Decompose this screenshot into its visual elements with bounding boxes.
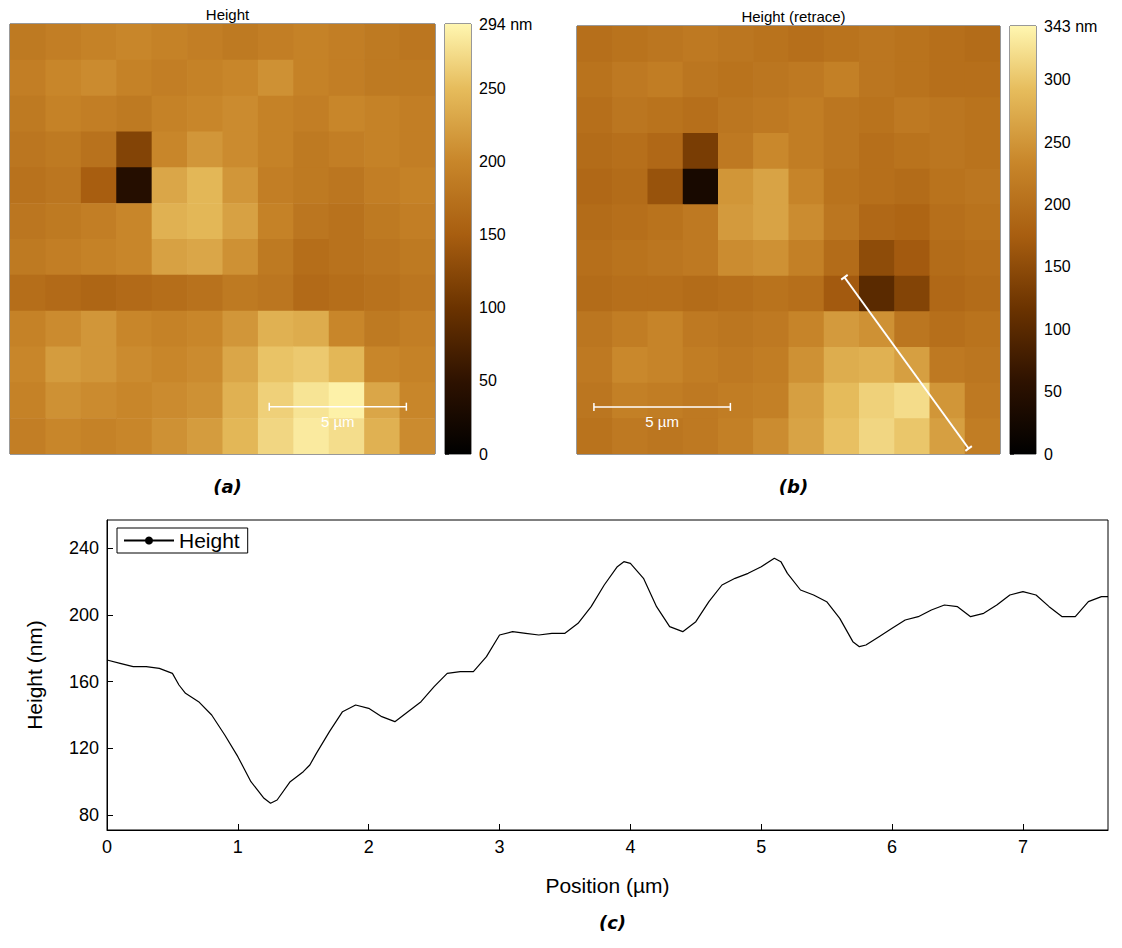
svg-text:160: 160 — [69, 672, 99, 692]
svg-text:5: 5 — [756, 837, 766, 857]
svg-text:Height: Height — [179, 529, 240, 552]
svg-text:200: 200 — [69, 605, 99, 625]
svg-text:50: 50 — [1044, 383, 1062, 400]
svg-text:240: 240 — [69, 538, 99, 558]
svg-text:4: 4 — [625, 837, 635, 857]
svg-text:0: 0 — [102, 837, 112, 857]
svg-text:5 µm: 5 µm — [321, 413, 355, 430]
svg-text:294 nm: 294 nm — [479, 16, 532, 33]
svg-text:(b): (b) — [779, 476, 808, 497]
svg-text:300: 300 — [1044, 71, 1071, 88]
svg-text:0: 0 — [479, 446, 488, 463]
svg-text:3: 3 — [495, 837, 505, 857]
svg-text:200: 200 — [479, 153, 506, 170]
svg-text:1: 1 — [233, 837, 243, 857]
svg-text:Height (nm): Height (nm) — [23, 620, 46, 730]
svg-text:Height (retrace): Height (retrace) — [741, 8, 845, 25]
svg-text:0: 0 — [1044, 446, 1053, 463]
svg-text:6: 6 — [887, 837, 897, 857]
svg-text:250: 250 — [479, 80, 506, 97]
svg-text:5 µm: 5 µm — [645, 413, 679, 430]
svg-text:Position (µm): Position (µm) — [545, 874, 669, 897]
svg-text:150: 150 — [479, 226, 506, 243]
svg-text:(c): (c) — [599, 912, 626, 933]
svg-text:2: 2 — [364, 837, 374, 857]
svg-text:120: 120 — [69, 738, 99, 758]
svg-text:50: 50 — [479, 372, 497, 389]
svg-text:100: 100 — [479, 299, 506, 316]
svg-text:200: 200 — [1044, 196, 1071, 213]
svg-text:100: 100 — [1044, 321, 1071, 338]
svg-text:250: 250 — [1044, 134, 1071, 151]
svg-text:343 nm: 343 nm — [1044, 18, 1097, 35]
svg-text:7: 7 — [1018, 837, 1028, 857]
svg-text:80: 80 — [79, 805, 99, 825]
svg-text:(a): (a) — [213, 476, 242, 497]
svg-text:150: 150 — [1044, 258, 1071, 275]
svg-text:Height: Height — [206, 6, 250, 23]
